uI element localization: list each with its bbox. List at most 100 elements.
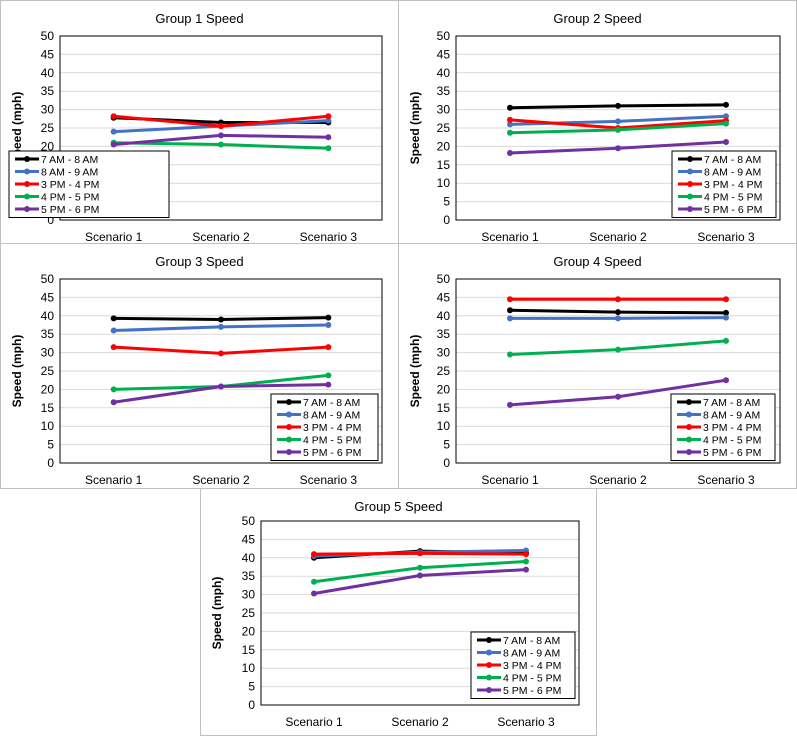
chart-panel-group-3: Group 3 Speed 0 5 10 15 20 25 30 35 40 45 50 Scenari…	[0, 243, 399, 489]
chart-title: Group 4 Speed	[553, 254, 641, 269]
y-tick-label: 5	[443, 195, 450, 209]
data-point	[218, 383, 224, 390]
plot-area-border	[455, 278, 781, 464]
y-tick-label: 20	[437, 382, 451, 396]
data-point	[723, 120, 729, 127]
data-point	[723, 309, 729, 316]
data-point	[723, 101, 729, 108]
y-tick-label: 30	[437, 103, 451, 117]
data-point	[507, 121, 513, 128]
legend-label: 4 PM - 5 PM	[503, 673, 561, 685]
data-point	[325, 314, 332, 321]
x-tick-label: Scenario 2	[589, 473, 647, 487]
chart-group-1: Group 1 Speed05101520253035404550Scenari…	[8, 11, 383, 243]
legend-label: 4 PM - 5 PM	[41, 192, 99, 204]
legend-marker	[486, 674, 492, 681]
data-point	[325, 344, 332, 351]
legend-label: 3 PM - 4 PM	[703, 422, 761, 434]
legend-label: 8 AM - 9 AM	[703, 410, 760, 422]
y-tick-label: 5	[443, 438, 450, 452]
x-tick-label: Scenario 1	[85, 230, 143, 243]
data-point	[110, 128, 117, 135]
data-point	[507, 104, 513, 111]
legend-label: 4 PM - 5 PM	[704, 192, 762, 204]
y-tick-label: 35	[242, 569, 256, 583]
y-tick-label: 0	[47, 456, 54, 470]
legend-marker	[687, 206, 693, 212]
data-point	[523, 566, 529, 573]
y-tick-label: 15	[41, 401, 55, 415]
chart-group-3: Group 3 Speed 0 5 10 15 20 25 30 35 40 45 50 Scenari…	[10, 254, 383, 487]
data-point	[615, 126, 621, 133]
y-tick-label: 35	[437, 84, 451, 98]
legend-label: 8 AM - 9 AM	[503, 648, 560, 660]
data-point	[507, 351, 513, 358]
data-point	[507, 296, 513, 303]
data-point	[723, 296, 729, 303]
data-point	[311, 590, 317, 597]
plot-area-border	[59, 35, 383, 221]
y-axis-label: Speed (mph)	[408, 335, 422, 408]
data-point	[218, 141, 224, 148]
chart-title: Group 1 Speed	[155, 11, 243, 26]
chart-panel-group-1: Group 1 Speed05101520253035404550Scenari…	[0, 0, 399, 244]
data-point	[110, 327, 117, 334]
y-tick-label: 45	[437, 290, 451, 304]
y-tick-label: 25	[437, 364, 451, 378]
data-point	[507, 401, 513, 408]
legend-label: 4 PM - 5 PM	[303, 435, 361, 447]
x-tick-label: Scenario 2	[192, 230, 250, 243]
data-point	[311, 551, 317, 558]
y-tick-label: 40	[242, 551, 256, 565]
legend-marker	[486, 649, 492, 656]
y-tick-label: 0	[443, 456, 450, 470]
legend-label: 7 AM - 8 AM	[41, 154, 98, 166]
y-tick-label: 5	[248, 680, 255, 694]
data-point	[615, 102, 621, 109]
data-point	[723, 314, 729, 321]
data-point	[218, 316, 224, 323]
data-point	[615, 118, 621, 125]
y-tick-label: 30	[242, 588, 256, 602]
legend-marker	[286, 436, 292, 443]
data-point	[325, 322, 332, 328]
data-point	[110, 141, 117, 148]
y-tick-label: 35	[41, 327, 55, 341]
y-tick-label: 35	[41, 84, 55, 98]
data-point	[615, 315, 621, 322]
chart-title: Group 2 Speed	[553, 11, 641, 26]
legend-label: 3 PM - 4 PM	[503, 660, 561, 672]
legend-marker	[286, 449, 292, 455]
y-tick-label: 45	[41, 47, 55, 61]
legend-marker	[687, 156, 693, 162]
legend-marker	[286, 424, 292, 430]
y-tick-label: 50	[41, 29, 55, 43]
plot-area-border	[260, 520, 580, 706]
data-point	[723, 377, 729, 384]
y-tick-label: 0	[248, 698, 255, 712]
legend-label: 7 AM - 8 AM	[703, 397, 760, 409]
legend-marker	[686, 424, 692, 430]
y-axis-label: Speed (mph)	[10, 92, 24, 165]
y-tick-label: 10	[437, 419, 451, 433]
data-point	[615, 296, 621, 303]
legend-label: 3 PM - 4 PM	[303, 422, 361, 434]
y-axis-label: Speed (mph)	[10, 335, 24, 408]
legend-marker	[486, 687, 492, 693]
data-point	[325, 113, 332, 120]
x-tick-label: Scenario 1	[85, 473, 143, 487]
y-tick-label: 20	[41, 139, 55, 153]
legend-marker	[686, 449, 692, 455]
data-point	[615, 346, 621, 353]
data-point	[218, 123, 224, 130]
y-tick-label: 20	[437, 139, 451, 153]
plot-area-border	[455, 35, 781, 221]
y-tick-label: 5	[47, 438, 54, 452]
data-point	[507, 116, 513, 123]
data-point	[218, 350, 224, 357]
data-point	[417, 572, 423, 579]
legend-marker	[686, 411, 692, 418]
y-tick-label: 30	[41, 103, 55, 117]
x-tick-label: Scenario 2	[192, 473, 250, 487]
data-point	[325, 145, 332, 152]
